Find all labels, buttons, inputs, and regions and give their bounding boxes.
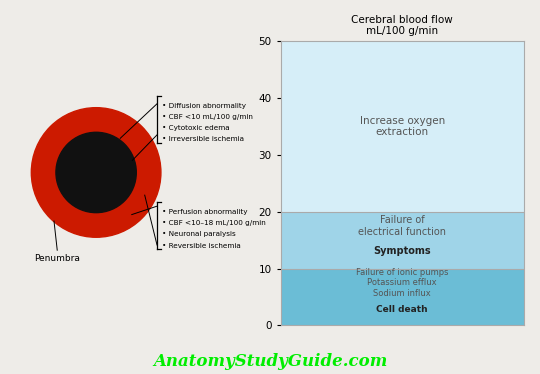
Text: • Reversible ischemia: • Reversible ischemia: [162, 243, 241, 249]
Text: • CBF <10–18 mL/100 g/min: • CBF <10–18 mL/100 g/min: [162, 220, 266, 226]
Text: Cell death: Cell death: [376, 305, 428, 314]
Text: Failure of ionic pumps
Potassium efflux
Sodium influx: Failure of ionic pumps Potassium efflux …: [356, 268, 449, 298]
Text: Failure of
electrical function: Failure of electrical function: [359, 215, 446, 237]
Bar: [281, 212, 524, 269]
Title: Cerebral blood flow
mL/100 g/min: Cerebral blood flow mL/100 g/min: [352, 15, 453, 36]
Text: • Perfusion abnormality: • Perfusion abnormality: [162, 209, 248, 215]
Circle shape: [56, 132, 136, 213]
Bar: [281, 41, 524, 212]
Text: Penumbra: Penumbra: [34, 254, 80, 263]
Text: Increase oxygen
extraction: Increase oxygen extraction: [360, 116, 445, 137]
Text: • Diffusion abnormality: • Diffusion abnormality: [162, 103, 246, 109]
Text: • Cytotoxic edema: • Cytotoxic edema: [162, 125, 230, 131]
Text: • Neuronal paralysis: • Neuronal paralysis: [162, 232, 236, 237]
Bar: [281, 269, 524, 325]
Text: Symptoms: Symptoms: [374, 246, 431, 257]
Circle shape: [31, 108, 161, 237]
Text: • Irreversible ischemia: • Irreversible ischemia: [162, 136, 244, 142]
Text: AnatomyStudyGuide.com: AnatomyStudyGuide.com: [153, 353, 387, 370]
Text: • CBF <10 mL/100 g/min: • CBF <10 mL/100 g/min: [162, 114, 253, 120]
